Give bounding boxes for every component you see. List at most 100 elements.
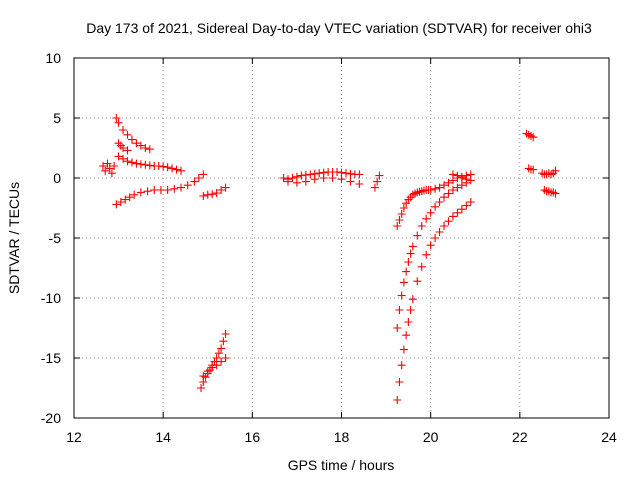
data-point bbox=[163, 186, 172, 194]
y-tick-label: -20 bbox=[41, 410, 61, 426]
data-point bbox=[397, 361, 406, 370]
data-point bbox=[119, 126, 128, 134]
data-point bbox=[402, 331, 411, 340]
data-point bbox=[397, 210, 406, 218]
data-point bbox=[373, 177, 382, 186]
data-point bbox=[221, 183, 230, 192]
series-arc-10 bbox=[284, 174, 364, 188]
data-point bbox=[395, 378, 404, 386]
data-point bbox=[431, 184, 440, 193]
data-point bbox=[417, 262, 426, 271]
data-point bbox=[310, 175, 319, 184]
data-point bbox=[212, 354, 221, 362]
data-point bbox=[105, 164, 114, 173]
data-point bbox=[101, 166, 110, 175]
data-point bbox=[417, 222, 426, 230]
data-point bbox=[145, 145, 154, 154]
data-point bbox=[406, 306, 415, 314]
data-point bbox=[132, 159, 141, 168]
data-point bbox=[422, 214, 431, 223]
data-point bbox=[435, 198, 444, 206]
data-point bbox=[408, 295, 417, 304]
data-point bbox=[116, 198, 125, 206]
x-tick-label: 24 bbox=[601, 429, 617, 445]
data-point bbox=[413, 277, 422, 286]
data-point bbox=[426, 186, 435, 194]
data-point bbox=[399, 204, 408, 212]
y-tick-label: 10 bbox=[45, 50, 61, 66]
series-arc-8 bbox=[199, 354, 230, 380]
data-point bbox=[457, 174, 466, 182]
data-point bbox=[212, 189, 221, 197]
data-point bbox=[393, 396, 402, 404]
data-point bbox=[406, 249, 415, 258]
data-point bbox=[284, 177, 292, 186]
data-point bbox=[346, 169, 355, 178]
data-point bbox=[448, 186, 457, 194]
data-point bbox=[143, 187, 152, 196]
data-point bbox=[177, 183, 185, 192]
data-point bbox=[136, 188, 145, 197]
data-point bbox=[141, 160, 150, 169]
y-tick-label: 0 bbox=[53, 170, 61, 186]
data-point bbox=[221, 330, 230, 338]
data-point bbox=[112, 200, 121, 209]
series-arc-3 bbox=[114, 139, 132, 155]
data-point bbox=[440, 222, 449, 230]
series-arc-13 bbox=[393, 178, 471, 332]
data-point bbox=[123, 146, 132, 155]
data-point bbox=[177, 166, 185, 175]
data-point bbox=[529, 133, 538, 142]
series-arc-16 bbox=[522, 129, 538, 142]
data-point bbox=[279, 174, 288, 182]
data-point bbox=[132, 139, 141, 148]
data-point bbox=[103, 159, 112, 168]
plot-frame bbox=[73, 57, 610, 419]
series-arc-6 bbox=[199, 183, 230, 200]
data-point bbox=[444, 217, 453, 226]
series-arc-4 bbox=[114, 152, 185, 175]
data-point bbox=[453, 208, 462, 217]
data-point bbox=[355, 170, 364, 179]
data-point bbox=[422, 250, 431, 259]
series-arc-18 bbox=[538, 166, 560, 179]
x-tick-label: 16 bbox=[245, 429, 261, 445]
data-point bbox=[156, 186, 165, 194]
data-point bbox=[208, 363, 217, 372]
data-point bbox=[444, 189, 453, 198]
series-arc-15 bbox=[448, 170, 475, 185]
data-point bbox=[123, 157, 132, 166]
x-tick-label: 18 bbox=[334, 429, 350, 445]
data-point bbox=[457, 205, 466, 214]
data-point bbox=[127, 135, 136, 144]
data-point bbox=[217, 186, 226, 194]
data-point bbox=[119, 144, 128, 152]
y-axis-label: SDTVAR / TECUs bbox=[6, 182, 22, 294]
data-point bbox=[399, 278, 408, 287]
data-point bbox=[199, 170, 208, 179]
x-axis-label: GPS time / hours bbox=[288, 457, 395, 473]
data-point bbox=[551, 166, 560, 175]
y-tick-label: -5 bbox=[49, 230, 62, 246]
data-point bbox=[397, 291, 406, 300]
data-point bbox=[212, 361, 221, 370]
grid bbox=[74, 58, 609, 418]
data-point bbox=[337, 175, 346, 184]
data-point bbox=[306, 170, 315, 179]
data-point bbox=[168, 164, 177, 173]
series-arc-1 bbox=[98, 159, 119, 178]
data-point bbox=[130, 190, 139, 199]
data-point bbox=[154, 162, 163, 170]
data-point bbox=[136, 141, 145, 150]
series-arc-17 bbox=[524, 164, 538, 174]
data-point bbox=[110, 162, 119, 170]
data-point bbox=[136, 160, 145, 169]
data-point bbox=[199, 372, 208, 380]
data-point bbox=[431, 234, 440, 242]
data-point bbox=[435, 228, 444, 236]
data-point bbox=[159, 162, 168, 171]
data-point bbox=[203, 367, 212, 376]
y-tick-label: 5 bbox=[53, 110, 61, 126]
